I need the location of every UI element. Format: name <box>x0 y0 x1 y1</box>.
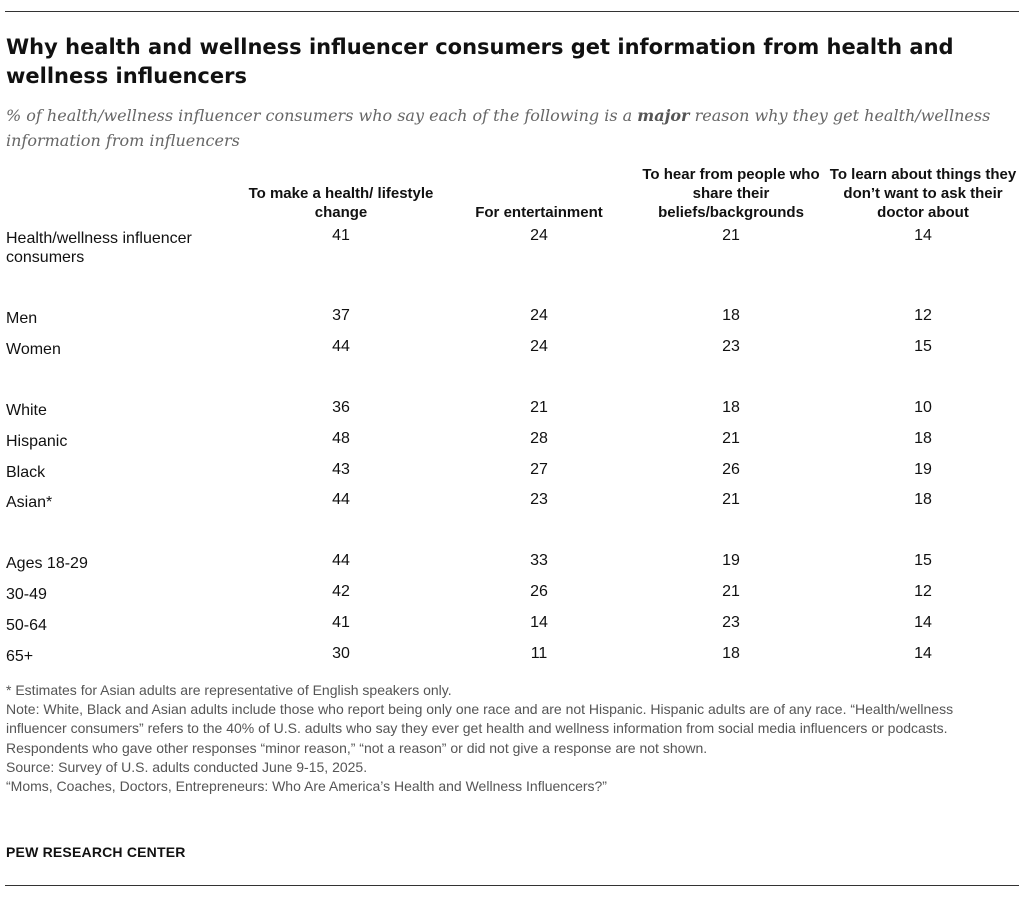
row-label: 30-49 <box>6 586 47 603</box>
value-cell: 26 <box>722 461 740 478</box>
value-cell: 12 <box>914 583 932 600</box>
value-cell: 26 <box>530 583 548 600</box>
chart-title: Why health and wellness influencer consu… <box>6 35 954 88</box>
value-cell: 10 <box>914 399 932 416</box>
value-cell: 48 <box>332 430 350 447</box>
row-label: 50-64 <box>6 617 47 634</box>
subtitle-text-end: reason why they get health/wellness info… <box>6 106 991 150</box>
value-cell: 12 <box>914 307 932 324</box>
bottom-rule <box>5 885 1019 886</box>
row-label: Hispanic <box>6 433 68 450</box>
subtitle-text-start: % of health/wellness influencer consumer… <box>6 106 638 125</box>
note-report-title: “Moms, Coaches, Doctors, Entrepreneurs: … <box>6 778 607 795</box>
value-cell: 18 <box>722 399 740 416</box>
value-cell: 27 <box>530 461 548 478</box>
row-label: Ages 18-29 <box>6 555 88 572</box>
value-cell: 23 <box>722 338 740 355</box>
row-label: Asian* <box>6 494 53 511</box>
row-label: Health/wellness influencer consumers <box>6 230 192 266</box>
value-cell: 19 <box>722 552 740 569</box>
column-header-1: To make a health/ lifestyle change <box>248 185 434 221</box>
value-cell: 15 <box>914 338 932 355</box>
value-cell: 24 <box>530 338 548 355</box>
value-cell: 14 <box>914 227 932 244</box>
value-cell: 19 <box>914 461 932 478</box>
value-cell: 14 <box>914 645 932 662</box>
value-cell: 43 <box>332 461 350 478</box>
value-cell: 14 <box>530 614 548 631</box>
value-cell: 44 <box>332 491 350 508</box>
value-cell: 23 <box>722 614 740 631</box>
row-label: 65+ <box>6 648 34 665</box>
row-label: Black <box>6 464 46 481</box>
value-cell: 41 <box>332 227 350 244</box>
column-header-2: For entertainment <box>475 204 603 221</box>
value-cell: 18 <box>914 491 932 508</box>
value-cell: 24 <box>530 307 548 324</box>
value-cell: 18 <box>914 430 932 447</box>
value-cell: 21 <box>722 227 740 244</box>
top-rule <box>5 11 1019 12</box>
value-cell: 14 <box>914 614 932 631</box>
value-cell: 21 <box>722 430 740 447</box>
value-cell: 41 <box>332 614 350 631</box>
footnotes: * Estimates for Asian adults are represe… <box>6 681 1011 796</box>
note-source: Source: Survey of U.S. adults conducted … <box>6 758 368 775</box>
row-label: Men <box>6 310 38 327</box>
value-cell: 21 <box>722 491 740 508</box>
value-cell: 28 <box>530 430 548 447</box>
value-cell: 21 <box>530 399 548 416</box>
value-cell: 37 <box>332 307 350 324</box>
value-cell: 15 <box>914 552 932 569</box>
value-cell: 21 <box>722 583 740 600</box>
value-cell: 44 <box>332 338 350 355</box>
column-header-4: To learn about things they don’t want to… <box>829 166 1017 221</box>
note-definitions: Note: White, Black and Asian adults incl… <box>6 701 954 756</box>
chart-subtitle: % of health/wellness influencer consumer… <box>6 103 1006 153</box>
column-header-3: To hear from people who share their beli… <box>642 166 820 221</box>
row-label: Women <box>6 341 61 358</box>
value-cell: 30 <box>332 645 350 662</box>
value-cell: 23 <box>530 491 548 508</box>
row-label: White <box>6 402 47 419</box>
value-cell: 42 <box>332 583 350 600</box>
note-asian: * Estimates for Asian adults are represe… <box>6 682 452 698</box>
value-cell: 33 <box>530 552 548 569</box>
value-cell: 44 <box>332 552 350 569</box>
pew-logo-text: PEW RESEARCH CENTER <box>6 844 186 860</box>
value-cell: 11 <box>530 645 548 662</box>
value-cell: 18 <box>722 645 740 662</box>
subtitle-emphasis: major <box>637 106 690 125</box>
value-cell: 24 <box>530 227 548 244</box>
value-cell: 36 <box>332 399 350 416</box>
value-cell: 18 <box>722 307 740 324</box>
